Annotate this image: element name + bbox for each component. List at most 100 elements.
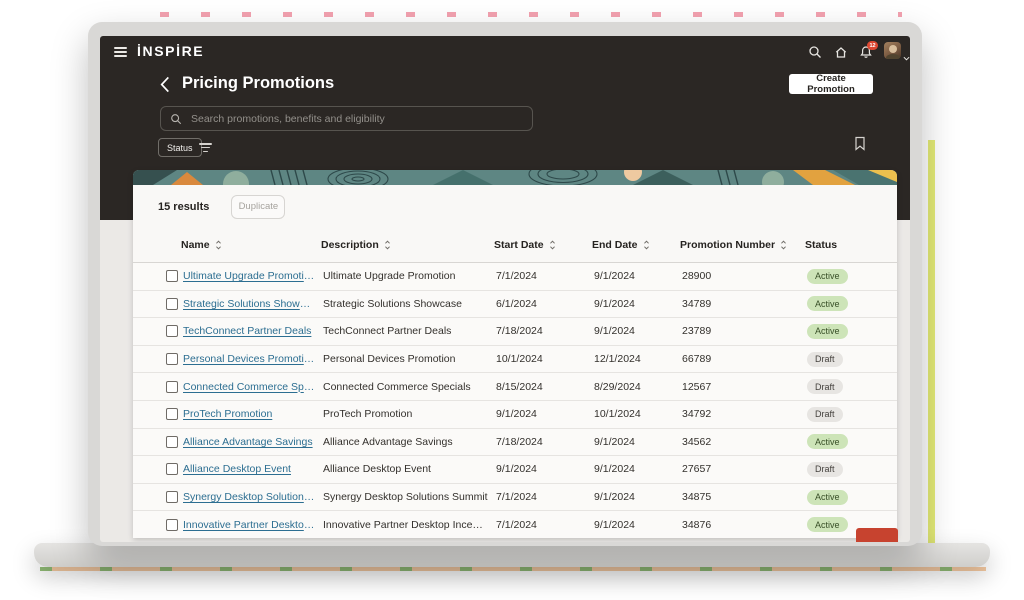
promotion-description: Innovative Partner Desktop Incentives: [323, 518, 496, 531]
row-checkbox[interactable]: [166, 463, 178, 476]
column-header[interactable]: Name: [181, 239, 321, 251]
promotion-number: 34876: [682, 518, 712, 531]
column-header: Status: [805, 239, 897, 251]
promotion-number: 34562: [682, 435, 712, 448]
promotion-description: Alliance Desktop Event: [323, 463, 431, 476]
promotion-number: 12567: [682, 380, 712, 393]
promotion-number: 34792: [682, 408, 712, 421]
promotion-number: 66789: [682, 353, 712, 366]
promotion-description: Strategic Solutions Showcase: [323, 297, 462, 310]
filter-icon[interactable]: [199, 143, 212, 155]
promotion-number: 23789: [682, 325, 712, 338]
promotion-start-date: 7/1/2024: [496, 518, 537, 531]
promotion-start-date: 6/1/2024: [496, 297, 537, 310]
column-header-label: Name: [181, 239, 210, 251]
notification-badge: 12: [867, 41, 878, 50]
row-checkbox[interactable]: [166, 353, 178, 366]
back-button[interactable]: [160, 76, 170, 93]
sort-icon[interactable]: [384, 240, 391, 250]
table-header-row: Name Description Start Date End Date Pro…: [133, 228, 897, 263]
promotion-start-date: 9/1/2024: [496, 463, 537, 476]
row-checkbox[interactable]: [166, 518, 178, 531]
search-field[interactable]: [160, 106, 533, 131]
table-row: Innovative Partner Desktop Incentives In…: [133, 511, 897, 538]
status-badge: Draft: [807, 351, 843, 367]
promotion-number: 28900: [682, 270, 712, 283]
laptop-base: [34, 543, 990, 567]
table-row: TechConnect Partner Deals TechConnect Pa…: [133, 318, 897, 346]
promotion-number: 34789: [682, 297, 712, 310]
duplicate-button[interactable]: Duplicate: [231, 194, 286, 219]
column-header[interactable]: End Date: [592, 239, 680, 251]
status-cell: Draft: [807, 351, 897, 367]
floating-action-button[interactable]: [856, 528, 898, 542]
table-row: Synergy Desktop Solutions Summit Synergy…: [133, 483, 897, 512]
promotion-number: 34875: [682, 491, 712, 504]
create-promotion-button[interactable]: Create Promotion: [789, 73, 873, 95]
status-badge: Active: [807, 434, 848, 450]
column-header-label: End Date: [592, 239, 638, 251]
status-cell: Draft: [807, 461, 897, 477]
promotion-name-link[interactable]: Connected Commerce Specials: [183, 380, 323, 393]
sort-icon[interactable]: [549, 240, 556, 250]
sort-icon[interactable]: [215, 240, 222, 250]
decorative-pink-dashes: [160, 12, 902, 17]
promotion-name-link[interactable]: Alliance Desktop Event: [183, 463, 291, 476]
status-cell: Draft: [807, 406, 897, 422]
promotion-end-date: 9/1/2024: [594, 325, 635, 338]
sort-icon[interactable]: [780, 240, 787, 250]
search-input-icon: [171, 113, 182, 124]
table-row: Connected Commerce Specials Connected Co…: [133, 373, 897, 401]
status-badge: Draft: [807, 379, 843, 395]
column-header[interactable]: Start Date: [494, 239, 592, 251]
promotion-description: Alliance Advantage Savings: [323, 435, 453, 448]
column-header-label: Start Date: [494, 239, 544, 251]
status-cell: Active: [807, 517, 897, 533]
column-header-label: Description: [321, 239, 379, 251]
promotion-name-link[interactable]: Personal Devices Promotion: [183, 353, 316, 366]
row-checkbox[interactable]: [166, 435, 178, 448]
promotion-name-link[interactable]: Synergy Desktop Solutions Summit: [183, 491, 323, 504]
promotion-name-link[interactable]: ProTech Promotion: [183, 408, 273, 421]
row-checkbox[interactable]: [166, 491, 178, 504]
row-checkbox[interactable]: [166, 408, 178, 421]
promotion-end-date: 9/1/2024: [594, 491, 635, 504]
row-checkbox[interactable]: [166, 270, 178, 283]
row-checkbox[interactable]: [166, 297, 178, 310]
status-badge: Active: [807, 268, 848, 284]
promotion-name-link[interactable]: Innovative Partner Desktop Incentives: [183, 518, 323, 531]
promotion-description: Personal Devices Promotion: [323, 353, 456, 366]
search-input[interactable]: [189, 111, 523, 126]
status-badge: Active: [807, 517, 848, 533]
promotion-name-link[interactable]: Strategic Solutions Showcase: [183, 297, 322, 310]
home-icon[interactable]: [834, 45, 848, 59]
search-icon[interactable]: [808, 45, 822, 59]
promotion-name-link[interactable]: Ultimate Upgrade Promotion: [183, 270, 316, 283]
row-checkbox[interactable]: [166, 325, 178, 338]
promotion-start-date: 7/1/2024: [496, 270, 537, 283]
promotion-name-link[interactable]: Alliance Advantage Savings: [183, 435, 313, 448]
chevron-down-icon[interactable]: [903, 48, 910, 66]
promotion-number: 27657: [682, 463, 712, 476]
avatar[interactable]: [884, 42, 901, 59]
column-header[interactable]: Promotion Number: [680, 239, 805, 251]
status-badge: Active: [807, 489, 848, 505]
brand-logo: İNSPİRE: [137, 43, 205, 59]
row-checkbox[interactable]: [166, 380, 178, 393]
table-row: Strategic Solutions Showcase Strategic S…: [133, 290, 897, 319]
promotion-end-date: 12/1/2024: [594, 353, 641, 366]
bookmark-icon[interactable]: [854, 136, 866, 151]
promotion-start-date: 8/15/2024: [496, 380, 543, 393]
status-cell: Active: [807, 323, 897, 339]
column-header[interactable]: Description: [321, 239, 494, 251]
laptop-frame: İNSPİRE 12: [88, 22, 922, 546]
table-row: Personal Devices Promotion Personal Devi…: [133, 345, 897, 374]
status-filter-chip[interactable]: Status: [158, 138, 202, 157]
promotion-start-date: 9/1/2024: [496, 408, 537, 421]
menu-icon[interactable]: [114, 47, 127, 60]
banner-art: [133, 170, 897, 185]
sort-icon[interactable]: [643, 240, 650, 250]
results-count: 15 results: [158, 200, 210, 213]
promotion-name-link[interactable]: TechConnect Partner Deals: [183, 325, 312, 338]
page-title: Pricing Promotions: [182, 74, 335, 92]
